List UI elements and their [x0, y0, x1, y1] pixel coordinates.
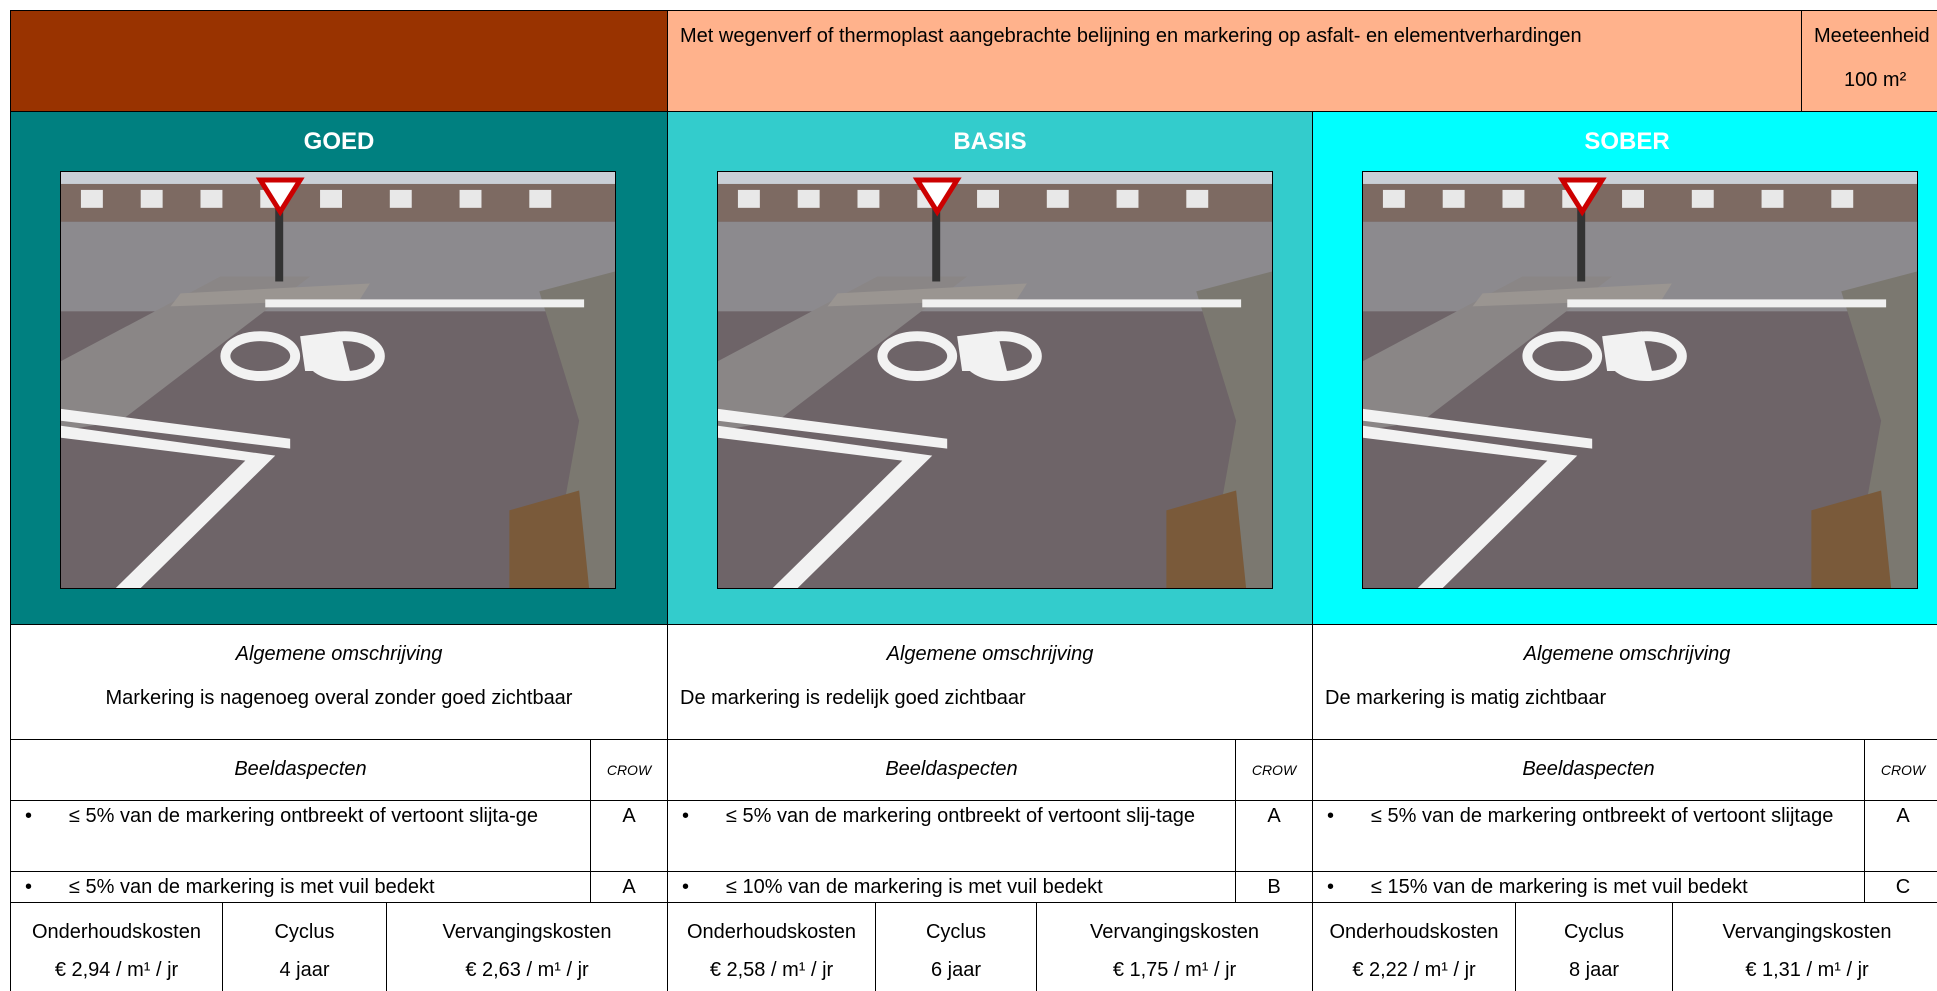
aspect-text: ≤ 5% van de markering ontbreekt of verto… — [1371, 805, 1834, 827]
level-title: GOED — [303, 128, 375, 155]
description-cell: Algemene omschrijving De markering is red… — [667, 624, 1313, 740]
cost-label: Vervangingskosten — [1089, 921, 1259, 943]
bullet: • — [25, 805, 33, 827]
cost-value: € 2,58 / m¹ / jr — [709, 959, 834, 981]
cost-value: 8 jaar — [1568, 959, 1620, 981]
description-label: Algemene omschrijving — [886, 643, 1094, 665]
level-panel: GOED — [10, 111, 668, 625]
level-panel: BASIS — [667, 111, 1313, 625]
cost-value: 6 jaar — [930, 959, 982, 981]
aspect-text: ≤ 5% van de markering ontbreekt of verto… — [726, 805, 1195, 827]
cost-label: Onderhoudskosten — [31, 921, 201, 943]
cost-label: Vervangingskosten — [1722, 921, 1892, 943]
header-description-cell: Met wegenverf of thermoplast aangebracht… — [667, 10, 1802, 112]
photo-frame — [1362, 171, 1918, 589]
aspects-header: Beeldaspecten — [10, 739, 591, 801]
cost-value: € 2,63 / m¹ / jr — [465, 959, 589, 981]
cost-label: Cyclus — [1563, 921, 1624, 943]
bullet: • — [1327, 876, 1335, 898]
aspect-text: ≤ 15% van de markering is met vuil bedek… — [1371, 876, 1748, 898]
cost-cell: Onderhoudskosten € 2,94 / m¹ / jr — [10, 902, 223, 991]
level-title: BASIS — [953, 128, 1027, 155]
unit-label: Meeteenheid — [1814, 25, 1930, 47]
cost-label: Cyclus — [274, 921, 335, 943]
bullet: • — [682, 876, 690, 898]
crow-header: CROW — [590, 739, 668, 801]
cost-cell: Vervangingskosten € 1,75 / m¹ / jr — [1036, 902, 1313, 991]
aspects-label: Beeldaspecten — [1522, 758, 1655, 780]
cost-value: € 1,31 / m¹ / jr — [1745, 959, 1869, 981]
level-title: SOBER — [1584, 128, 1670, 155]
aspect-cell: • ≤ 10% van de markering is met vuil bede… — [667, 871, 1236, 903]
cost-value: € 2,94 / m¹ / jr — [54, 959, 179, 981]
aspect-text: ≤ 10% van de markering is met vuil bedek… — [726, 876, 1103, 898]
description-cell: Algemene omschrijving De markering is mat… — [1312, 624, 1937, 740]
description: Markering is nagenoeg overal zonder goed… — [105, 687, 573, 709]
header-brown-cell — [10, 10, 668, 112]
aspect-cell: • ≤ 5% van de markering ontbreekt of vert… — [667, 800, 1236, 872]
bullet: • — [1327, 805, 1335, 827]
photo-frame — [60, 171, 616, 589]
crow-header: CROW — [1235, 739, 1313, 801]
photo — [718, 172, 1272, 588]
unit-cell: Meeteenheid 100 m² — [1801, 10, 1937, 112]
crow-value: A — [622, 805, 636, 827]
crow-label: CROW — [1880, 762, 1926, 778]
crow-value: A — [1267, 805, 1281, 827]
aspect-text: ≤ 5% van de markering is met vuil bedekt — [69, 876, 435, 898]
crow-cell: A — [590, 871, 668, 903]
bullet: • — [25, 876, 33, 898]
crow-cell: B — [1235, 871, 1313, 903]
bullet: • — [682, 805, 690, 827]
aspect-cell: • ≤ 5% van de markering ontbreekt of vert… — [10, 800, 591, 872]
cost-cell: Cyclus 4 jaar — [222, 902, 387, 991]
aspects-label: Beeldaspecten — [885, 758, 1018, 780]
crow-cell: A — [1235, 800, 1313, 872]
aspect-text: ≤ 5% van de markering ontbreekt of verto… — [69, 805, 538, 827]
unit-value: 100 m² — [1844, 69, 1907, 91]
photo-frame — [717, 171, 1273, 589]
description-cell: Algemene omschrijving Markering is nageno… — [10, 624, 668, 740]
description-label: Algemene omschrijving — [235, 643, 443, 665]
aspects-header: Beeldaspecten — [667, 739, 1236, 801]
cost-value: € 1,75 / m¹ / jr — [1112, 959, 1237, 981]
crow-cell: C — [1864, 871, 1937, 903]
level-panel: SOBER — [1312, 111, 1937, 625]
crow-label: CROW — [606, 762, 652, 778]
cost-label: Onderhoudskosten — [1329, 921, 1499, 943]
cost-cell: Onderhoudskosten € 2,22 / m¹ / jr — [1312, 902, 1516, 991]
aspect-cell: • ≤ 5% van de markering is met vuil bedek… — [10, 871, 591, 903]
aspect-cell: • ≤ 5% van de markering ontbreekt of vert… — [1312, 800, 1865, 872]
cost-label: Cyclus — [925, 921, 986, 943]
crow-header: CROW — [1864, 739, 1937, 801]
header-description: Met wegenverf of thermoplast aangebracht… — [680, 25, 1582, 47]
aspects-label: Beeldaspecten — [234, 758, 367, 780]
description: De markering is redelijk goed zichtbaar — [680, 687, 1026, 709]
crow-cell: A — [1864, 800, 1937, 872]
cost-value: 4 jaar — [279, 959, 330, 981]
photo — [1363, 172, 1917, 588]
crow-value: B — [1267, 876, 1281, 898]
cost-cell: Vervangingskosten € 1,31 / m¹ / jr — [1672, 902, 1937, 991]
aspect-cell: • ≤ 15% van de markering is met vuil bede… — [1312, 871, 1865, 903]
crow-cell: A — [590, 800, 668, 872]
cost-cell: Cyclus 8 jaar — [1515, 902, 1673, 991]
cost-cell: Cyclus 6 jaar — [875, 902, 1037, 991]
cost-value: € 2,22 / m¹ / jr — [1352, 959, 1476, 981]
cost-label: Vervangingskosten — [442, 921, 612, 943]
crow-value: C — [1895, 876, 1911, 898]
crow-value: A — [622, 876, 636, 898]
description: De markering is matig zichtbaar — [1325, 687, 1607, 709]
crow-value: A — [1896, 805, 1910, 827]
cost-cell: Vervangingskosten € 2,63 / m¹ / jr — [386, 902, 668, 991]
crow-label: CROW — [1251, 762, 1297, 778]
description-label: Algemene omschrijving — [1523, 643, 1731, 665]
cost-label: Onderhoudskosten — [686, 921, 856, 943]
aspects-header: Beeldaspecten — [1312, 739, 1865, 801]
cost-cell: Onderhoudskosten € 2,58 / m¹ / jr — [667, 902, 876, 991]
photo — [61, 172, 615, 588]
